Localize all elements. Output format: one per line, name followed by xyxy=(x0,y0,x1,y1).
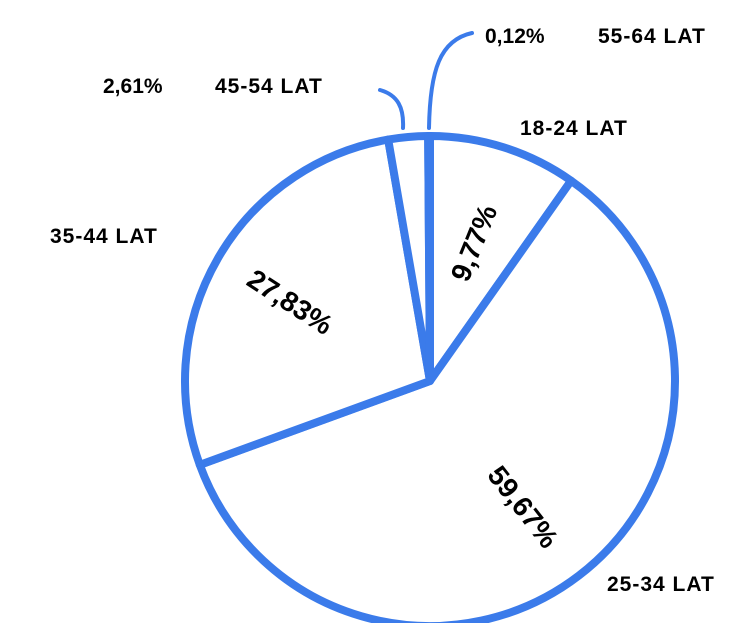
pie-slices xyxy=(181,132,679,623)
category-label-18-24: 18-24 LAT xyxy=(520,117,628,140)
value-label-45-54: 2,61% xyxy=(103,75,163,98)
category-label-55-64: 55-64 LAT xyxy=(598,25,706,48)
pie-slice-25-34 xyxy=(195,176,679,623)
category-label-25-34: 25-34 LAT xyxy=(607,573,715,596)
leader-lines xyxy=(378,31,474,130)
value-label-55-64: 0,12% xyxy=(485,25,545,48)
leader-line-55-64 xyxy=(427,31,474,130)
pie-slice-55-64 xyxy=(424,132,434,385)
category-label-35-44: 35-44 LAT xyxy=(50,225,158,248)
leader-line-45-54 xyxy=(378,88,406,130)
pie-slice-18-24 xyxy=(426,132,576,385)
category-label-45-54: 45-54 LAT xyxy=(215,75,323,98)
pie-slice-35-44 xyxy=(181,135,434,469)
